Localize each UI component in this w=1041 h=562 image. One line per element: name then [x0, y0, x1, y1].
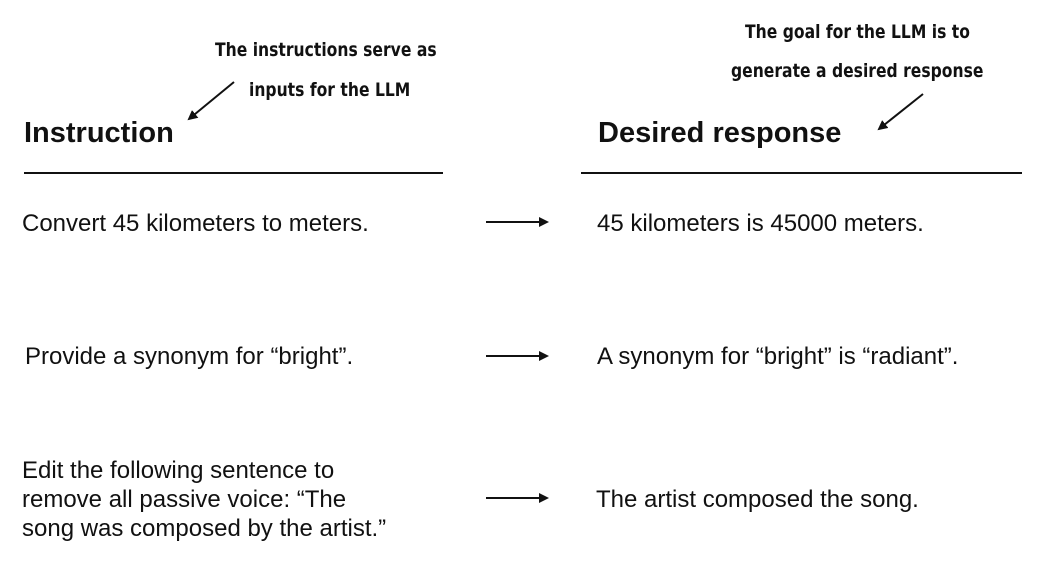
- goal-annotation-line-1: The goal for the LLM is to: [745, 21, 970, 43]
- instruction-column-header: Instruction: [24, 117, 174, 149]
- instruction-cell: Provide a synonym for “bright”.: [25, 342, 353, 371]
- desired-response-column-header: Desired response: [598, 117, 842, 149]
- goal-annotation-line-2: generate a desired response: [731, 60, 984, 82]
- response-cell: The artist composed the song.: [596, 486, 919, 513]
- instruction-line: song was composed by the artist.”: [22, 515, 387, 542]
- instruction-line: remove all passive voice: “The: [22, 486, 347, 513]
- right-arrow-icon: [486, 217, 549, 227]
- instruction-cell: Edit the following sentence to remove al…: [22, 456, 386, 543]
- instruction-line: Provide a synonym for “bright”.: [25, 343, 354, 370]
- response-cell: 45 kilometers is 45000 meters.: [597, 210, 924, 237]
- instructions-annotation-line-2: inputs for the LLM: [249, 79, 411, 101]
- right-arrow-icon: [486, 493, 549, 503]
- instructions-annotation-line-1: The instructions serve as: [215, 39, 437, 61]
- instruction-line: Convert 45 kilometers to meters.: [22, 210, 369, 237]
- response-header-divider: [581, 172, 1022, 174]
- right-arrow-icon: [486, 351, 549, 361]
- instruction-line: Edit the following sentence to: [22, 457, 335, 484]
- instruction-header-divider: [24, 172, 443, 174]
- instruction-cell: Convert 45 kilometers to meters.: [22, 209, 369, 238]
- response-cell: A synonym for “bright” is “radiant”.: [597, 343, 959, 370]
